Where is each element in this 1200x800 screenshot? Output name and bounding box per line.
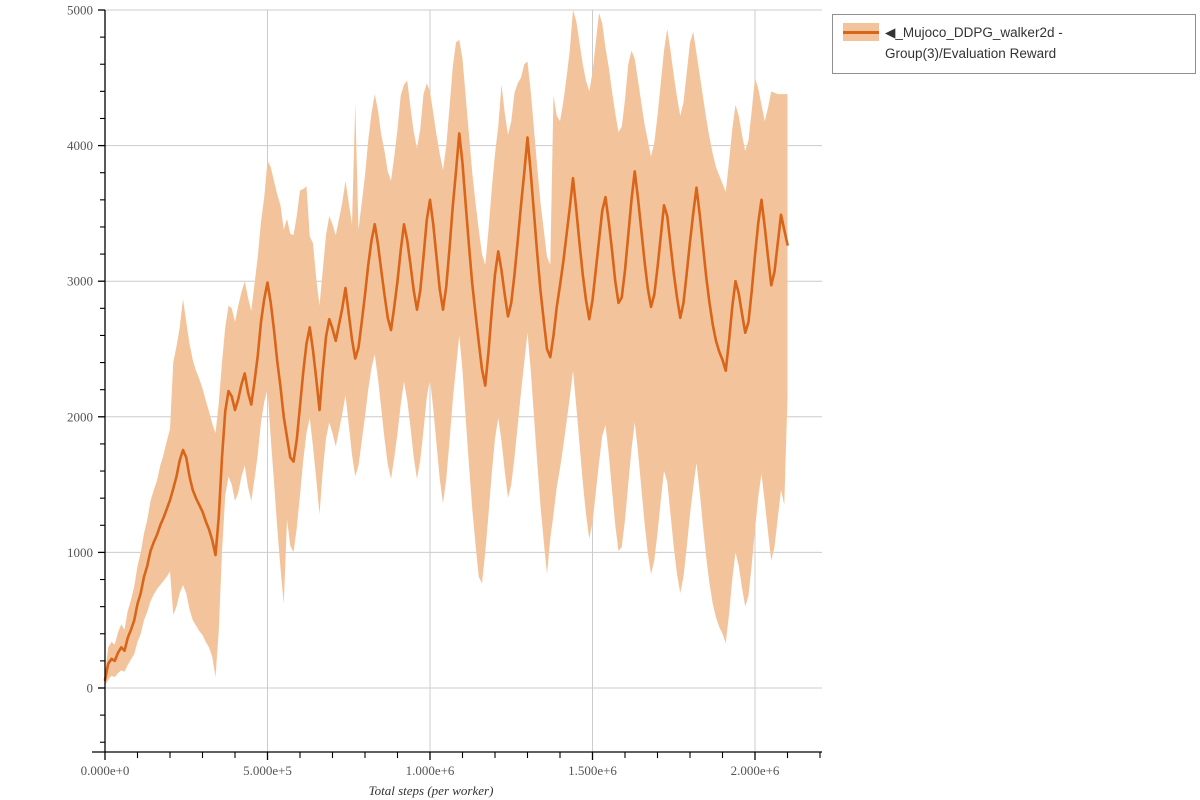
confidence-band-area [105, 10, 788, 686]
x-axis-tick-label: 1.000e+6 [406, 763, 455, 778]
x-axis-tick-label: 0.000e+0 [81, 763, 130, 778]
legend-line-swatch [843, 31, 879, 34]
y-axis-tick-label: 0 [87, 681, 94, 696]
x-axis-tick-label: 2.000e+6 [731, 763, 780, 778]
y-axis-tick-label: 5000 [67, 3, 93, 18]
mean-line-path [103, 132, 789, 682]
x-axis-title: Total steps (per worker) [369, 783, 494, 798]
y-axis-tick-label: 2000 [67, 409, 93, 424]
legend-entry[interactable]: ◀_Mujoco_DDPG_walker2d - Group(3)/Evalua… [843, 22, 1187, 64]
confidence-band [105, 10, 788, 686]
legend-entry-label: ◀_Mujoco_DDPG_walker2d - Group(3)/Evalua… [885, 25, 1063, 61]
tick-labels-group: 0 1000 2000 3000 4000 5000 0.000e+0 5.000e+5 1.0… [67, 3, 780, 779]
y-axis-tick-label: 1000 [67, 545, 93, 560]
legend[interactable]: ◀_Mujoco_DDPG_walker2d - Group(3)/Evalua… [832, 14, 1196, 74]
mean-line [103, 132, 789, 682]
legend-color-swatch [843, 23, 879, 41]
x-axis-tick-label: 1.500e+6 [568, 763, 617, 778]
axes-group [92, 9, 822, 760]
x-axis-tick-label: 5.000e+5 [243, 763, 292, 778]
y-axis-tick-label: 3000 [67, 274, 93, 289]
y-axis-tick-label: 4000 [67, 138, 93, 153]
